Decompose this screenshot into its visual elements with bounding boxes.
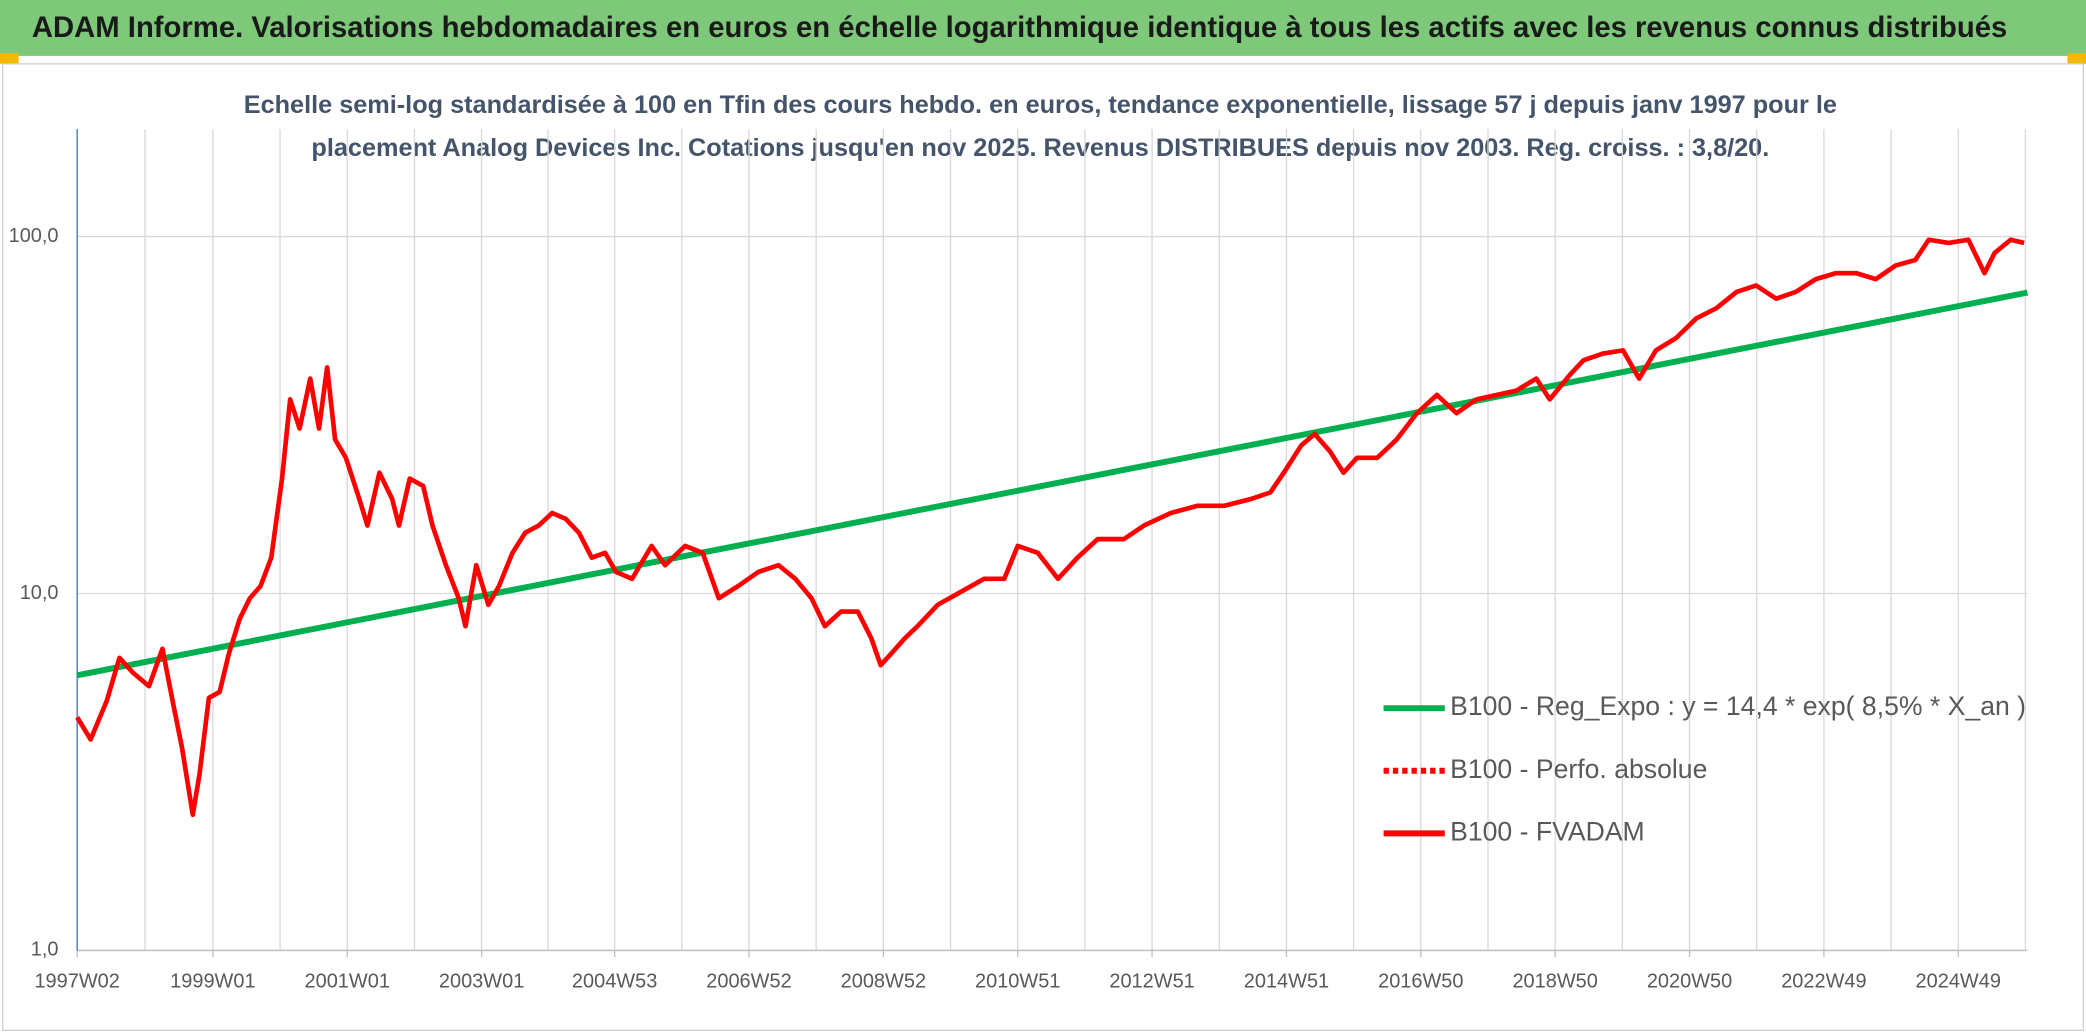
y-tick-label: 100,0 (9, 225, 59, 247)
data-line (76, 289, 2029, 679)
x-tick-label: 2012W51 (1109, 971, 1194, 993)
x-tick-label: 2004W53 (572, 971, 657, 993)
x-tick-label: 2020W50 (1647, 971, 1732, 993)
x-tick-label: 2022W49 (1781, 971, 1866, 993)
x-tick-label: 2003W01 (439, 971, 524, 993)
header-title: ADAM Informe. Valorisations hebdomadaire… (32, 12, 2007, 44)
x-tick-label: 2018W50 (1512, 971, 1597, 993)
frame (1, 63, 2085, 1032)
x-tick-label: 2016W50 (1378, 971, 1463, 993)
corner-right (2067, 53, 2086, 64)
x-tick-label: 2006W52 (706, 971, 791, 993)
data-line (75, 237, 2025, 818)
x-tick-label: 2010W51 (975, 971, 1060, 993)
x-tick-label: 1999W01 (170, 971, 255, 993)
legend-label: B100 - Reg_Expo : y = 14,4 * exp( 8,5% *… (1450, 691, 2026, 721)
x-tick-label: 2001W01 (305, 971, 390, 993)
x-tick-label: 2008W52 (841, 971, 926, 993)
chart-subtitle: Echelle semi-log standardisée à 100 en T… (244, 91, 1837, 119)
y-tick-label: 10,0 (20, 582, 59, 604)
x-tick-label: 2014W51 (1244, 971, 1329, 993)
y-tick-label: 1,0 (31, 939, 59, 961)
header-band (0, 0, 2086, 56)
legend-label: B100 - FVADAM (1450, 816, 1645, 846)
x-tick-label: 1997W02 (34, 971, 119, 993)
corner-left (0, 53, 19, 64)
chart-subtitle: placement Analog Devices Inc. Cotations … (311, 134, 1769, 162)
legend-label: B100 - Perfo. absolue (1450, 754, 1707, 784)
x-tick-label: 2024W49 (1916, 971, 2001, 993)
